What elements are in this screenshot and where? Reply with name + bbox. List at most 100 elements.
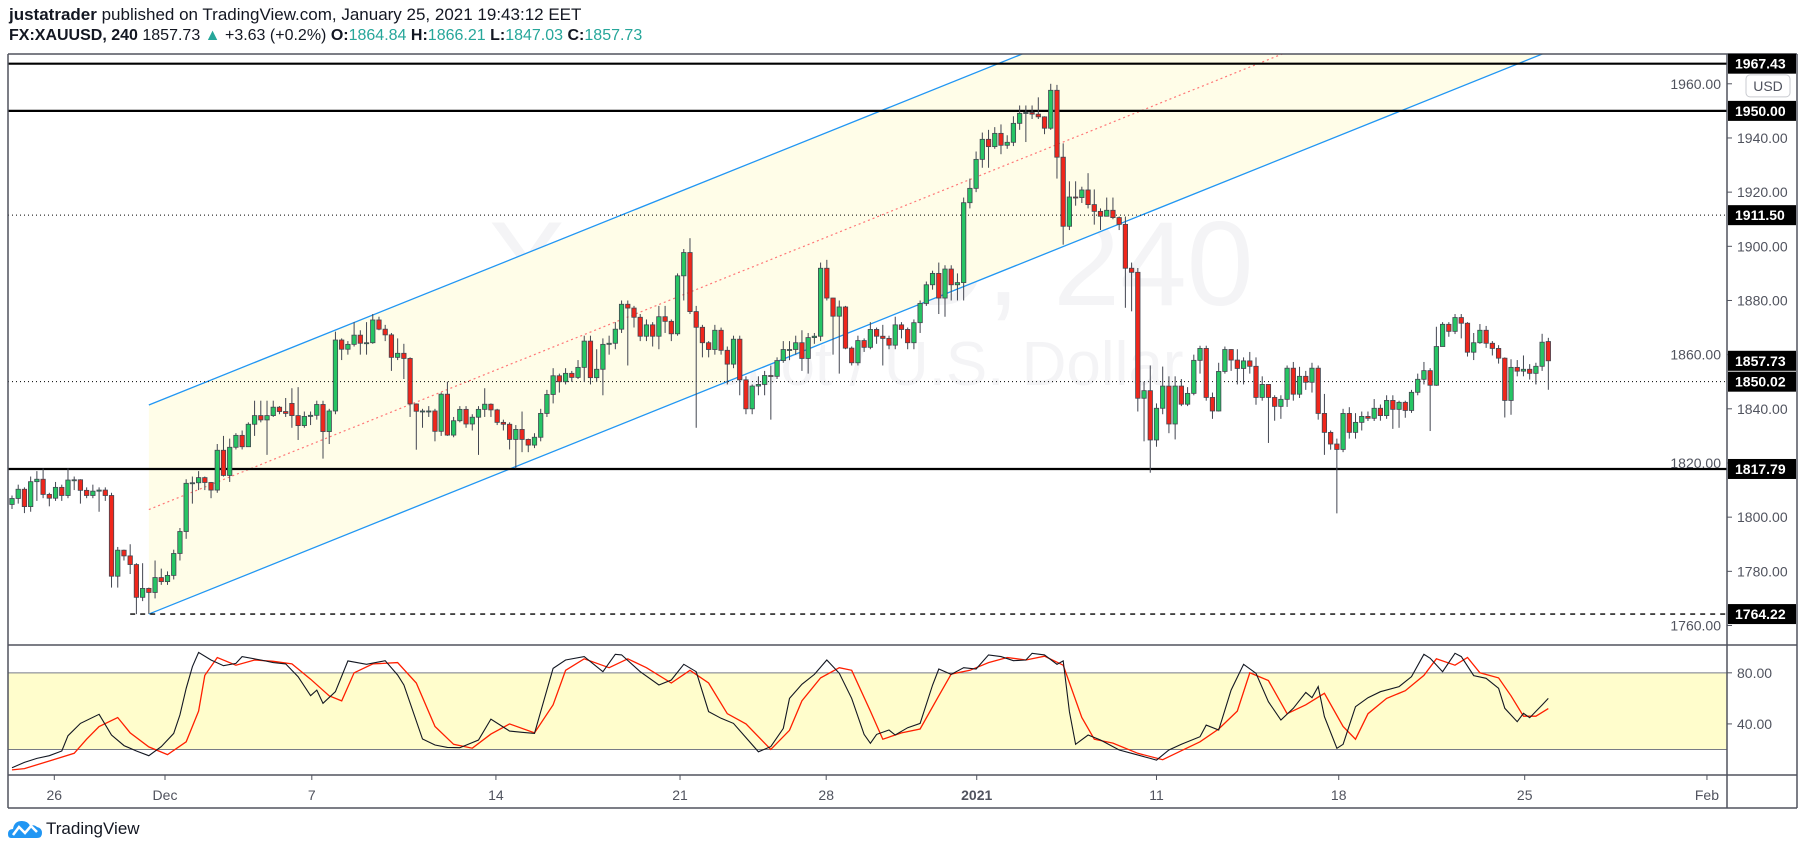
candle-body [220,449,227,476]
candle-body [401,352,407,359]
price-tick-label: 1920.00 [1737,184,1788,200]
channel-median-line[interactable] [148,0,1805,511]
candle [898,322,905,339]
symbol-interval[interactable]: FX:XAUUSD, 240 [9,27,138,44]
candle [494,408,500,426]
candle-body [84,489,90,496]
candle [637,314,643,342]
candle-body [1502,357,1508,401]
candle-body [1048,89,1054,129]
candle-body [631,307,637,318]
candle-body [314,404,320,416]
candle-body [668,320,674,335]
currency-badge-text[interactable]: USD [1753,78,1783,94]
candle-body [189,482,195,485]
candle [1495,345,1502,364]
candle [1004,135,1010,149]
candle [307,411,314,426]
candle-body [1209,397,1216,412]
candle [1440,322,1446,347]
candle [793,335,799,355]
candle-body [146,587,152,593]
author-name[interactable]: justatrader [9,5,97,24]
candle [189,476,195,504]
candle-body [1197,348,1203,361]
candle [674,273,681,336]
candle-body [1203,348,1209,398]
channel-upper-line[interactable] [148,0,1805,406]
stoch-d-line [11,655,1549,771]
candle-body [538,413,544,438]
candle-body [712,329,718,350]
candle [786,341,793,361]
candle [569,370,575,382]
candle [650,322,656,347]
candle [1328,430,1334,450]
candle-body [1452,317,1458,332]
candle [84,487,90,499]
candle [208,481,214,499]
candle [1359,411,1365,431]
candle [140,563,146,602]
candle [195,471,202,491]
channel-lower-line[interactable] [148,0,1805,615]
candle [1010,116,1017,147]
main-pane: XAUUSD, 240Gold Spot / U.S. Dollar [8,0,1805,615]
candle-body [96,489,102,492]
candle-body [1309,367,1315,383]
candle-body [183,482,189,532]
candle-body [140,587,146,598]
candle-body [71,479,77,482]
candle [239,430,245,450]
open-label: O: [330,27,349,44]
candle-body [463,408,469,425]
candle-body [395,352,401,358]
candle-body [1533,365,1539,374]
candle [942,265,948,317]
candle-body [1464,322,1471,353]
tradingview-logo[interactable]: TradingView [8,818,140,840]
candle-body [276,406,283,412]
candle [1365,411,1371,422]
candle-body [202,477,208,483]
price-tick-label: 1960.00 [1670,76,1721,92]
price-tick-label: 1820.00 [1670,455,1721,471]
currency-badge[interactable] [1745,74,1791,98]
candle-body [923,284,929,304]
candle [718,327,724,355]
candle-body [469,416,475,425]
candle [314,400,320,420]
candle [830,297,836,355]
candle-body [1446,323,1452,332]
price-tick-label: 1900.00 [1737,238,1788,254]
candle [65,468,71,499]
candle [1533,362,1539,385]
candle [780,341,786,363]
candle-body [500,421,506,425]
price-chart[interactable]: XAUUSD, 240Gold Spot / U.S. Dollar 1760.0… [0,0,1805,815]
candle-body [1153,407,1160,441]
candle-body [699,326,706,344]
candle-body [1141,390,1147,399]
candle [1091,189,1097,225]
candle-body [662,316,668,322]
candle [724,346,730,385]
candle [164,571,171,585]
candle-body [550,375,556,395]
candle-body [1135,271,1141,399]
candle-body [1514,366,1520,372]
candle-body [892,324,898,346]
candle [1464,322,1471,357]
candle [1023,105,1029,143]
candle-body [351,334,357,345]
candle-body [1004,141,1010,146]
candle [1135,267,1141,412]
candle [625,300,631,366]
candle-body [34,478,40,483]
candle [52,481,59,501]
candle-body [1458,317,1464,324]
candle [730,335,737,369]
candle-body [127,555,133,565]
open-value: 1864.84 [348,27,407,44]
candle-body [880,335,886,339]
